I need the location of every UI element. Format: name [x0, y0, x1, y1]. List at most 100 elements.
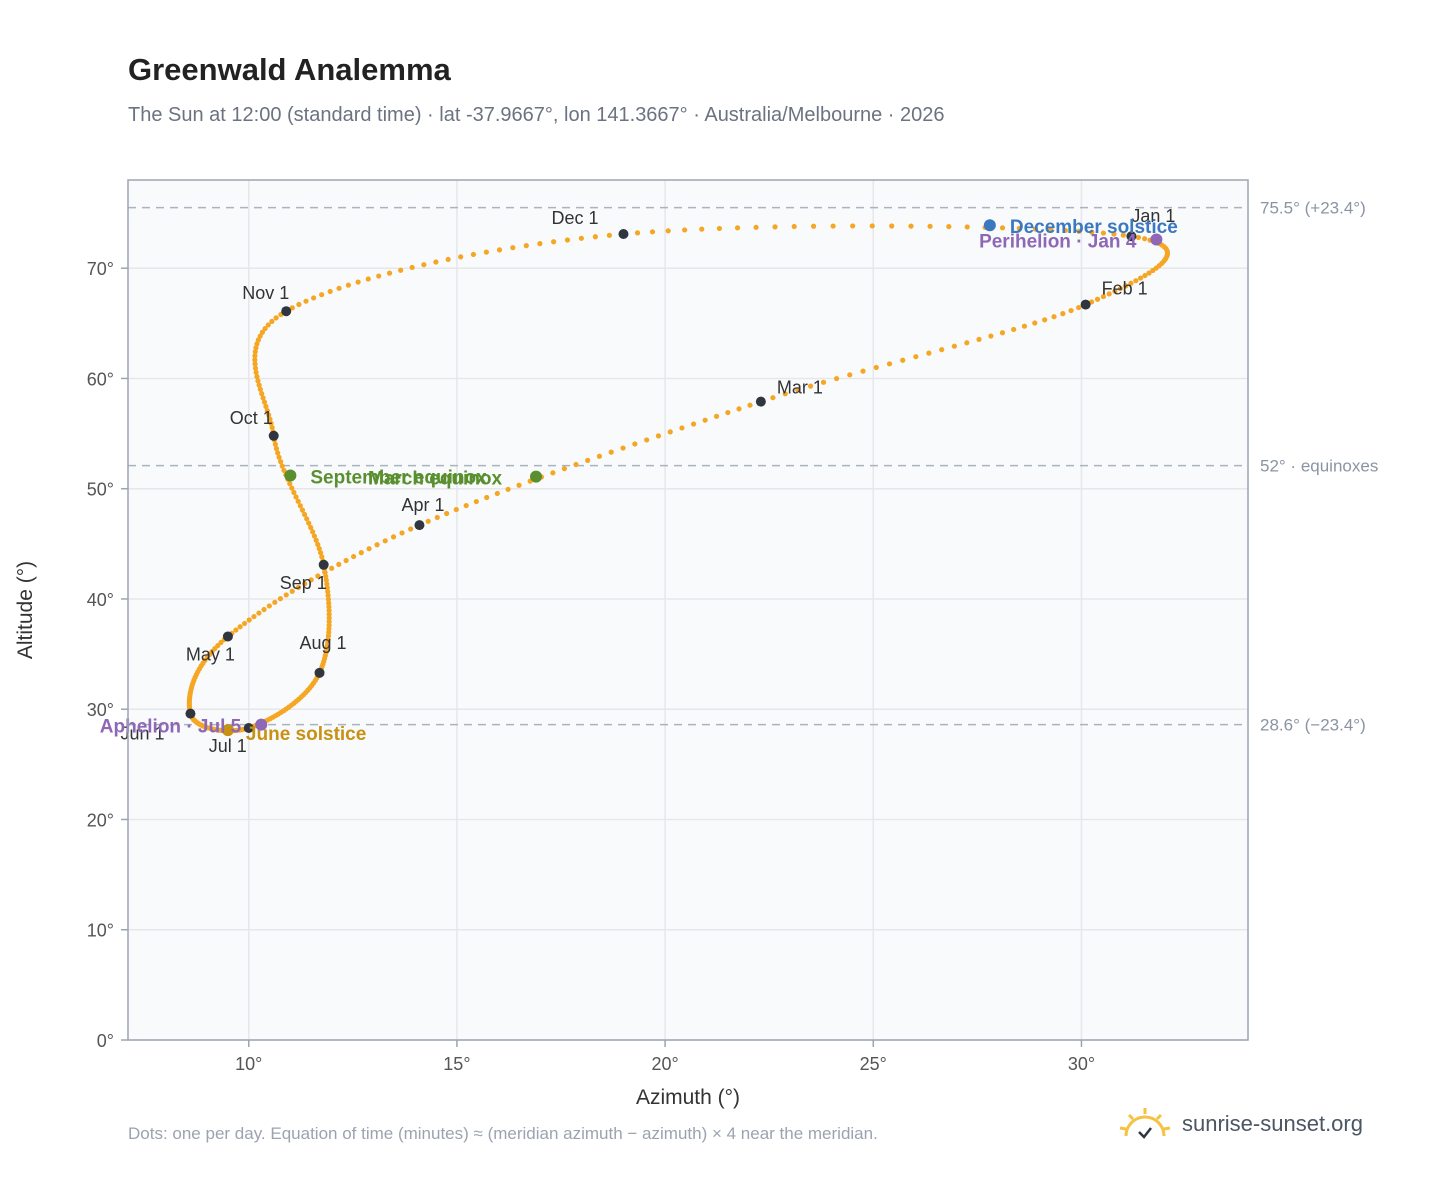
- daily-dot: [259, 391, 265, 397]
- daily-dot: [550, 470, 556, 476]
- month-marker: [281, 306, 292, 317]
- daily-dot: [390, 534, 397, 540]
- daily-dot: [1094, 296, 1101, 302]
- daily-dot: [325, 589, 331, 595]
- daily-dot: [850, 223, 856, 229]
- daily-dot: [1051, 314, 1057, 320]
- daily-dot: [453, 506, 459, 513]
- daily-dot: [323, 573, 329, 579]
- month-label: Jul 1: [209, 736, 247, 756]
- month-marker: [268, 430, 279, 441]
- daily-dot: [327, 288, 333, 295]
- daily-dot: [913, 354, 919, 360]
- y-tick-label: 70°: [87, 259, 114, 279]
- daily-dot: [964, 224, 970, 230]
- daily-dot: [1142, 272, 1148, 279]
- daily-dot: [408, 526, 414, 532]
- month-label: Mar 1: [777, 378, 823, 398]
- daily-dot: [252, 361, 258, 367]
- daily-dot: [289, 485, 295, 491]
- daily-dot: [336, 561, 342, 567]
- daily-dot: [255, 378, 261, 384]
- daily-dot: [302, 581, 308, 587]
- daily-dot: [260, 395, 266, 401]
- daily-dot: [1133, 278, 1139, 284]
- daily-dot: [946, 223, 952, 230]
- daily-dot: [494, 490, 500, 497]
- daily-dot: [303, 298, 309, 304]
- daily-dot: [326, 604, 332, 610]
- daily-dot: [988, 333, 994, 339]
- daily-dot: [326, 622, 332, 628]
- daily-dot: [620, 445, 626, 451]
- daily-dot: [246, 617, 252, 623]
- daily-dot: [322, 569, 328, 576]
- daily-dot: [886, 361, 893, 367]
- daily-dot: [561, 466, 567, 472]
- daily-dot: [265, 322, 271, 328]
- daily-dot: [644, 437, 650, 443]
- month-label: Nov 1: [242, 283, 289, 303]
- daily-dot: [1106, 291, 1112, 297]
- daily-dot: [1146, 270, 1152, 276]
- daily-dot: [382, 538, 388, 544]
- daily-dot: [254, 373, 260, 380]
- daily-dot: [510, 245, 516, 251]
- daily-dot: [1135, 234, 1142, 241]
- daily-dot: [908, 223, 914, 229]
- daily-dot: [483, 249, 489, 255]
- daily-dot: [699, 226, 705, 232]
- daily-dot: [253, 345, 259, 351]
- month-label: Jun 1: [120, 724, 164, 744]
- daily-dot: [927, 223, 933, 229]
- daily-dot: [316, 546, 322, 552]
- reference-line-label: 52° · equinoxes: [1260, 457, 1378, 476]
- daily-dot: [444, 510, 450, 517]
- daily-dot: [237, 624, 243, 630]
- daily-dot: [463, 502, 469, 509]
- daily-dot: [869, 223, 875, 229]
- event-marker: [284, 469, 297, 482]
- daily-dot: [256, 382, 262, 388]
- daily-dot: [473, 498, 479, 505]
- daily-dot: [939, 347, 945, 353]
- daily-dot: [1142, 236, 1148, 242]
- daily-dot: [275, 450, 281, 456]
- daily-dot: [374, 542, 380, 548]
- daily-dot: [537, 241, 543, 247]
- daily-dot: [313, 537, 319, 543]
- daily-dot: [1011, 326, 1017, 333]
- month-marker: [314, 667, 325, 678]
- daily-dot: [325, 592, 331, 599]
- daily-dot: [351, 553, 357, 560]
- daily-dot: [1117, 285, 1124, 292]
- month-label: Aug 1: [300, 633, 347, 653]
- month-label: Apr 1: [401, 495, 444, 515]
- daily-dot: [951, 343, 957, 349]
- month-marker: [222, 631, 233, 642]
- daily-dot: [421, 262, 427, 268]
- daily-dot: [1042, 317, 1048, 323]
- daily-dot: [791, 223, 797, 230]
- daily-dot: [272, 441, 278, 447]
- daily-dot: [297, 503, 303, 509]
- month-marker: [243, 722, 254, 733]
- month-label: Oct 1: [230, 408, 273, 428]
- daily-dot: [753, 224, 759, 230]
- daily-dot: [266, 412, 272, 418]
- daily-dot: [632, 441, 638, 447]
- daily-dot: [308, 524, 314, 531]
- daily-dot: [1128, 280, 1134, 286]
- daily-dot: [634, 230, 641, 236]
- daily-dot: [251, 613, 257, 620]
- daily-dot: [655, 433, 662, 439]
- daily-dot: [702, 417, 708, 423]
- reference-lines: 75.5° (+23.4°) 52° · equinoxes 28.6° (−23.…: [128, 199, 1378, 735]
- daily-dot: [295, 498, 301, 504]
- daily-dot: [289, 588, 295, 594]
- daily-dot: [326, 619, 332, 625]
- daily-dot: [281, 467, 287, 474]
- daily-dot: [267, 416, 273, 422]
- daily-dot: [343, 557, 349, 564]
- daily-dot: [283, 592, 289, 598]
